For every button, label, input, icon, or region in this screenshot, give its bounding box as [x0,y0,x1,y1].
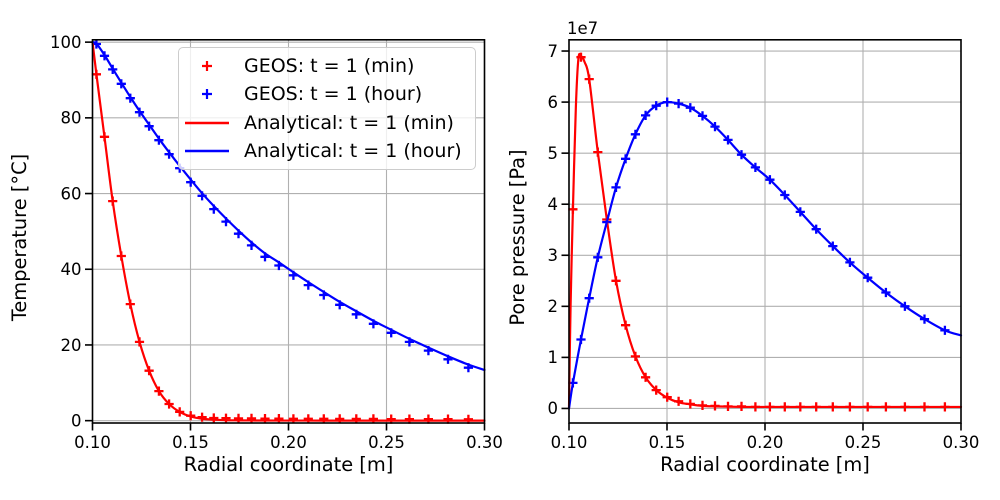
plus-marker-icon [182,59,232,73]
x-tick-label: 0.25 [368,433,405,452]
right-plot-series [567,52,963,412]
y-tick-label: 60 [61,184,82,203]
legend-item: Analytical: t = 1 (hour) [179,137,475,164]
x-tick-label: 0.20 [270,433,307,452]
curve-analytical-t-1-min [567,52,963,410]
left-plot-axes: 0.10 0.15 0.20 0.25 0.30 0 20 40 60 80 100 [50,33,503,452]
legend-item-label: GEOS: t = 1 (hour) [244,83,423,106]
y-tick-label: 1 [548,348,559,367]
x-tick-label: 0.30 [466,433,503,452]
legend-item-label: GEOS: t = 1 (min) [244,55,415,78]
legend-item: Analytical: t = 1 (min) [179,109,475,136]
plus-marker-icon [182,87,232,101]
left-y-axis-title: Temperature [°C] [8,154,31,322]
x-tick-label: 0.10 [551,433,588,452]
x-tick-label: 0.15 [172,433,209,452]
y-tick-label: 7 [548,42,559,61]
right-plot-axes: 0.10 0.15 0.20 0.25 0.30 0 1 2 3 4 5 6 7 [548,38,980,452]
y-tick-label: 0 [71,411,82,430]
x-tick-label: 0.30 [943,433,980,452]
curve-analytical-t-1-hour [91,41,486,372]
right-y-axis-offset-label: 1e7 [567,19,598,38]
y-tick-label: 20 [61,336,82,355]
y-tick-label: 3 [548,246,559,265]
right-y-axis-title: Pore pressure [Pa] [506,149,529,325]
x-tick-label: 0.25 [845,433,882,452]
legend-item: GEOS: t = 1 (min) [179,53,475,80]
x-tick-label: 0.10 [74,433,111,452]
y-tick-label: 2 [548,297,559,316]
y-tick-label: 100 [50,33,82,52]
markers-geos-t-1-hour [568,97,950,388]
y-tick-label: 6 [548,93,559,112]
right-plot-grid [568,39,962,423]
y-tick-label: 80 [61,109,82,128]
left-plot-series [91,39,486,424]
x-tick-label: 0.20 [747,433,784,452]
curve-analytical-t-1-hour [567,100,963,410]
left-x-axis-title: Radial coordinate [m] [184,453,394,476]
right-x-axis-title: Radial coordinate [m] [660,453,870,476]
y-tick-label: 4 [548,195,559,214]
legend: GEOS: t = 1 (min) GEOS: t = 1 (hour) Ana… [178,47,476,170]
curve-analytical-t-1-min [91,41,486,422]
legend-item: GEOS: t = 1 (hour) [179,81,475,108]
y-tick-label: 40 [61,260,82,279]
legend-item-label: Analytical: t = 1 (hour) [244,139,462,162]
line-sample-icon [182,148,232,154]
y-tick-label: 0 [548,399,559,418]
line-sample-icon [182,120,232,126]
y-tick-label: 5 [548,144,559,163]
legend-item-label: Analytical: t = 1 (min) [244,111,454,134]
x-tick-label: 0.15 [649,433,686,452]
